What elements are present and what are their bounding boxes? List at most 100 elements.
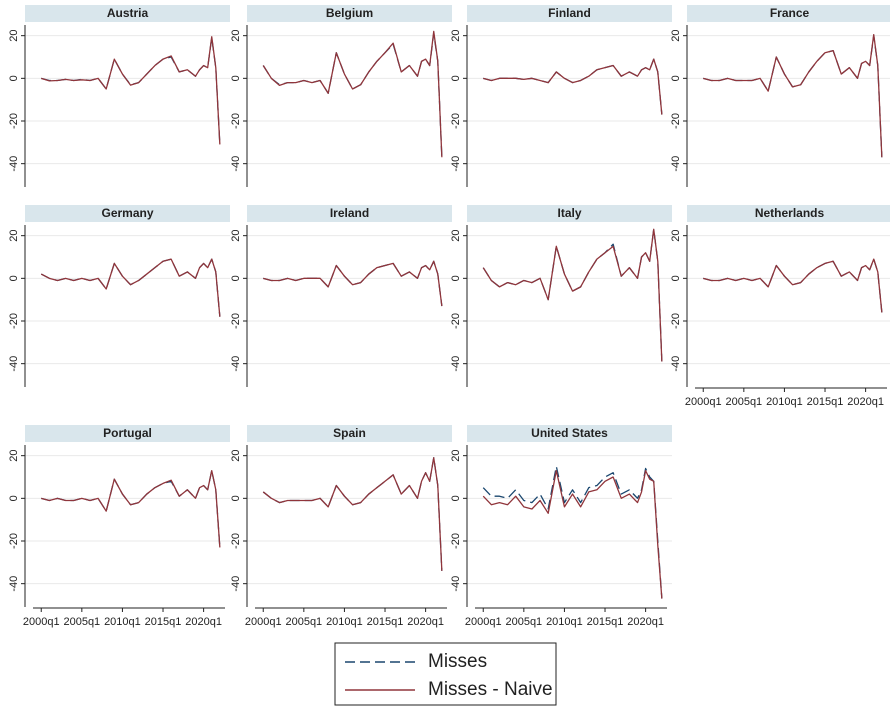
panel-strip xyxy=(247,425,452,442)
y-tick-label: -40 xyxy=(450,576,462,592)
panel-title: Italy xyxy=(557,206,581,220)
x-tick-label: 2005q1 xyxy=(505,616,542,628)
series-line xyxy=(703,258,883,313)
series-line xyxy=(41,36,221,145)
panel-strip xyxy=(247,205,452,222)
x-tick-label: 2020q1 xyxy=(627,616,664,628)
y-tick-label: 20 xyxy=(230,30,242,42)
y-tick-label: -20 xyxy=(8,313,20,329)
series-line xyxy=(41,469,221,548)
y-tick-label: -40 xyxy=(230,576,242,592)
series-line xyxy=(483,58,663,115)
y-tick-label: 20 xyxy=(8,230,20,242)
panel-title: Finland xyxy=(548,6,591,20)
y-tick-label: 20 xyxy=(230,230,242,242)
panel-title: Portugal xyxy=(103,426,152,440)
x-tick-label: 2015q1 xyxy=(587,616,624,628)
panel-title: United States xyxy=(531,426,608,440)
y-tick-label: -40 xyxy=(230,356,242,372)
y-tick-label: -40 xyxy=(8,156,20,172)
series-line xyxy=(263,260,443,307)
x-tick-label: 2015q1 xyxy=(145,616,182,628)
series-line xyxy=(40,258,221,317)
y-tick-label: 0 xyxy=(230,75,242,81)
y-tick-label: -20 xyxy=(450,533,462,549)
y-tick-label: 20 xyxy=(8,30,20,42)
y-tick-label: -20 xyxy=(450,113,462,129)
panel-strip xyxy=(687,205,890,222)
x-tick-label: 2010q1 xyxy=(326,616,363,628)
y-tick-label: -20 xyxy=(450,313,462,329)
y-tick-label: -20 xyxy=(230,533,242,549)
series-line xyxy=(703,33,883,158)
y-tick-label: 0 xyxy=(8,495,20,501)
panel-strip xyxy=(467,425,672,442)
x-tick-label: 2000q1 xyxy=(465,616,502,628)
y-tick-label: 20 xyxy=(450,450,462,462)
x-tick-label: 2020q1 xyxy=(847,396,884,408)
y-tick-label: -20 xyxy=(8,113,20,129)
series-line xyxy=(483,58,663,115)
x-tick-label: 2005q1 xyxy=(63,616,100,628)
x-tick-label: 2015q1 xyxy=(807,396,844,408)
x-tick-label: 2005q1 xyxy=(725,396,762,408)
y-tick-label: 20 xyxy=(450,30,462,42)
x-tick-label: 2020q1 xyxy=(407,616,444,628)
y-tick-label: 20 xyxy=(8,450,20,462)
y-tick-label: 0 xyxy=(450,495,462,501)
y-tick-label: -40 xyxy=(450,356,462,372)
series-line xyxy=(703,258,883,313)
x-tick-label: 2000q1 xyxy=(23,616,60,628)
panel-strip xyxy=(467,5,672,22)
series-line xyxy=(482,228,663,362)
panel-strip xyxy=(25,425,230,442)
legend-box xyxy=(334,642,557,706)
x-tick-label: 2005q1 xyxy=(285,616,322,628)
y-tick-label: 0 xyxy=(670,75,682,81)
panel-title: Germany xyxy=(101,206,153,220)
y-tick-label: -20 xyxy=(8,533,20,549)
panel-title: Belgium xyxy=(326,6,373,20)
series-line xyxy=(263,260,443,307)
y-tick-label: -20 xyxy=(230,113,242,129)
y-tick-label: 0 xyxy=(230,275,242,281)
series-line xyxy=(262,457,443,571)
panel-title: Ireland xyxy=(330,206,369,220)
y-tick-label: 20 xyxy=(450,230,462,242)
series-line xyxy=(482,469,663,599)
y-tick-label: 0 xyxy=(8,275,20,281)
series-line xyxy=(482,228,663,362)
y-tick-label: -40 xyxy=(230,156,242,172)
y-tick-label: 0 xyxy=(230,495,242,501)
x-tick-label: 2000q1 xyxy=(685,396,722,408)
panel-strip xyxy=(25,205,230,222)
y-tick-label: -40 xyxy=(450,156,462,172)
y-tick-label: -40 xyxy=(8,356,20,372)
series-line xyxy=(262,30,443,158)
y-tick-label: -20 xyxy=(670,113,682,129)
y-tick-label: 0 xyxy=(670,275,682,281)
y-tick-label: -40 xyxy=(670,156,682,172)
legend-label: Misses xyxy=(428,651,487,672)
x-tick-label: 2010q1 xyxy=(546,616,583,628)
series-line xyxy=(703,35,883,158)
panel-strip xyxy=(25,5,230,22)
panel-strip xyxy=(687,5,890,22)
y-tick-label: -20 xyxy=(230,313,242,329)
panel-strip xyxy=(247,5,452,22)
series-line xyxy=(41,37,221,145)
y-tick-label: 20 xyxy=(670,230,682,242)
panel-title: Netherlands xyxy=(755,206,825,220)
legend-label: Misses - Naive xyxy=(428,679,553,700)
y-tick-label: 20 xyxy=(230,450,242,462)
panel-title: Spain xyxy=(333,426,366,440)
x-tick-label: 2010q1 xyxy=(766,396,803,408)
panel-title: Austria xyxy=(107,6,149,20)
x-tick-label: 2010q1 xyxy=(104,616,141,628)
y-tick-label: 20 xyxy=(670,30,682,42)
series-line xyxy=(41,469,221,548)
y-tick-label: 0 xyxy=(450,275,462,281)
x-tick-label: 2000q1 xyxy=(245,616,282,628)
series-line xyxy=(40,258,221,317)
